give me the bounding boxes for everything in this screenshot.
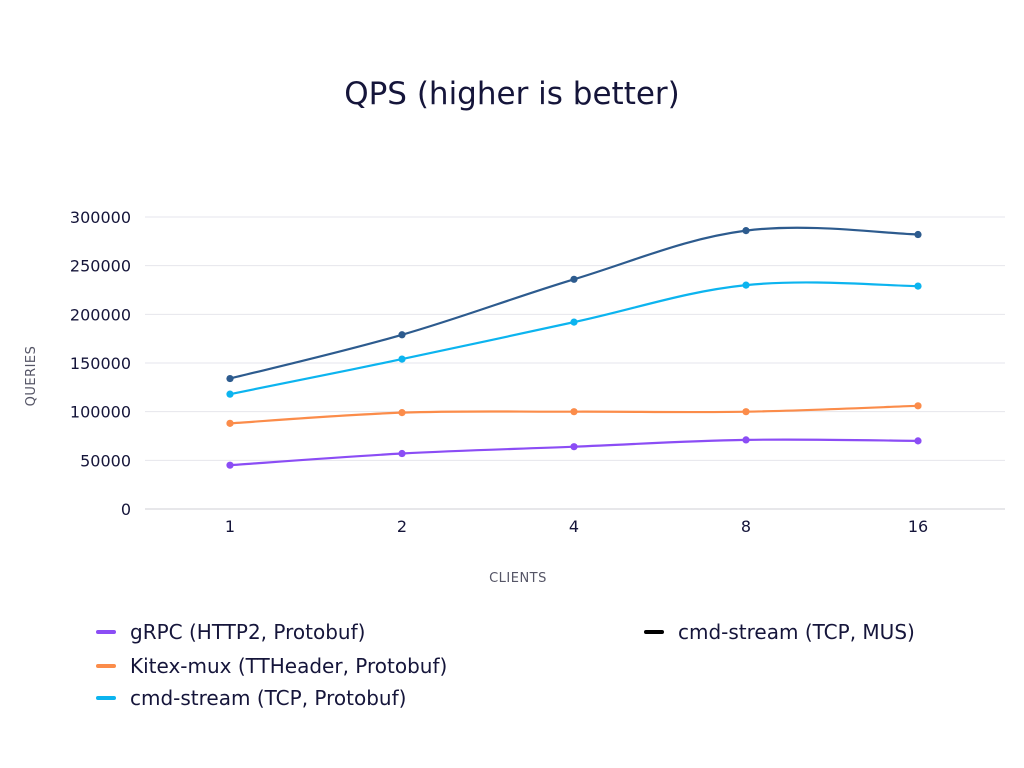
x-tick-label: 4 [569, 517, 579, 536]
y-tick-labels: 0 50000 100000 150000 200000 250000 300000 [70, 208, 131, 519]
data-point [226, 419, 234, 427]
data-point [914, 282, 922, 290]
data-point [226, 374, 234, 383]
y-tick-label: 100000 [70, 403, 131, 422]
data-point [398, 449, 406, 458]
x-axis-title: CLIENTS [489, 571, 547, 586]
y-tick-label: 200000 [70, 305, 131, 324]
legend-swatch [96, 664, 116, 668]
legend-swatch [96, 696, 116, 700]
legend-label: cmd-stream (TCP, MUS) [678, 620, 915, 644]
y-tick-label: 150000 [70, 354, 131, 373]
data-point [226, 390, 234, 398]
legend-label: Kitex-mux (TTHeader, Protobuf) [130, 654, 448, 678]
data-point [570, 443, 578, 451]
x-tick-label: 16 [908, 517, 928, 536]
chart-title: QPS (higher is better) [344, 76, 680, 112]
series-lines [228, 226, 920, 467]
legend-swatch [644, 630, 664, 634]
series-line-3 [228, 226, 920, 380]
legend-item-kitex-mux[interactable]: Kitex-mux (TTHeader, Protobuf) [96, 654, 447, 678]
data-point [570, 318, 578, 326]
legend-label: cmd-stream (TCP, Protobuf) [130, 686, 407, 710]
legend-item-cmd-stream-mus[interactable]: cmd-stream (TCP, MUS) [644, 620, 915, 644]
x-tick-labels: 1 2 4 8 16 [225, 517, 928, 536]
legend-label: gRPC (HTTP2, Protobuf) [130, 620, 366, 644]
y-tick-label: 300000 [70, 208, 131, 227]
legend-swatch [96, 630, 116, 634]
series-line-2 [228, 281, 920, 396]
data-point [398, 355, 406, 363]
x-tick-label: 1 [225, 517, 235, 536]
data-point [914, 230, 922, 239]
data-point [570, 408, 578, 416]
x-tick-label: 2 [397, 517, 407, 536]
data-point [226, 461, 234, 469]
data-point [742, 408, 750, 416]
data-point [914, 402, 922, 410]
legend-item-cmd-stream-protobuf[interactable]: cmd-stream (TCP, Protobuf) [96, 686, 406, 710]
data-points [226, 227, 922, 469]
data-point [398, 409, 406, 417]
data-point [742, 227, 750, 235]
data-point [914, 437, 922, 445]
x-tick-label: 8 [741, 517, 751, 536]
y-tick-label: 250000 [70, 257, 131, 276]
y-axis-title: QUERIES [24, 346, 39, 407]
gridlines [145, 216, 1005, 510]
data-point [398, 331, 406, 339]
data-point [742, 436, 750, 444]
data-point [742, 281, 750, 289]
y-tick-label: 0 [121, 500, 131, 519]
data-point [570, 275, 578, 283]
legend-item-grpc[interactable]: gRPC (HTTP2, Protobuf) [96, 620, 365, 644]
y-tick-label: 50000 [80, 451, 131, 470]
